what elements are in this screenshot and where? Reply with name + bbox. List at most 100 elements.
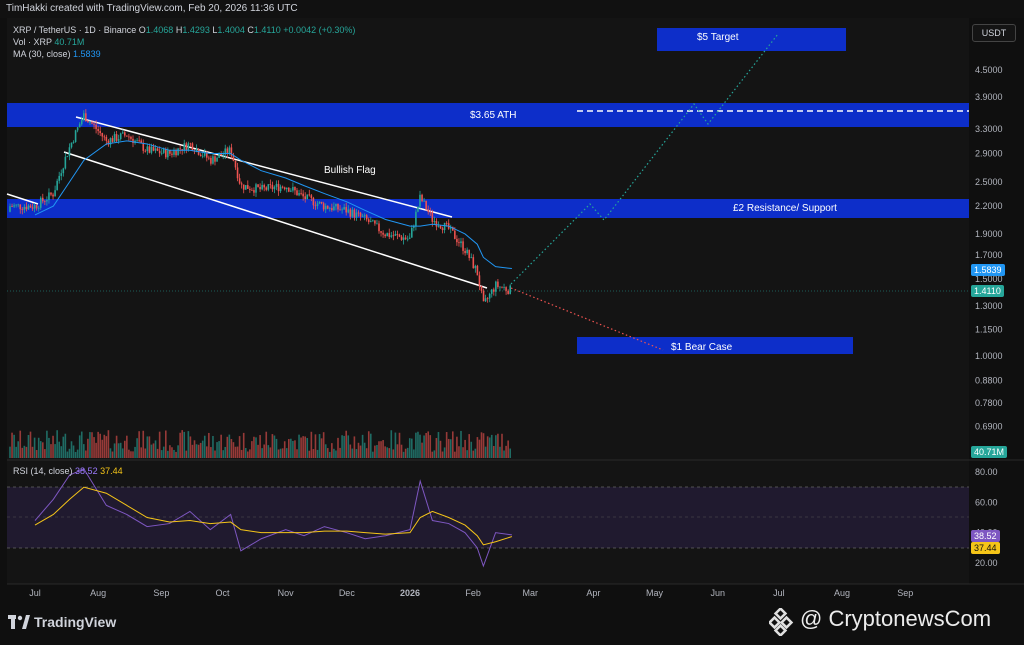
candle-body	[433, 220, 436, 222]
currency-button[interactable]: USDT	[972, 24, 1016, 42]
candle-body	[464, 250, 466, 254]
volume-bar	[240, 449, 243, 458]
volume-bar	[333, 448, 335, 458]
volume-bar	[76, 449, 79, 458]
pre-trendline	[6, 193, 39, 205]
volume-bar	[447, 438, 450, 458]
candle-body	[191, 143, 194, 151]
price-tick-label: 2.5000	[975, 177, 1003, 187]
candle-body	[333, 206, 335, 211]
candle-body	[64, 156, 67, 169]
candle-body	[236, 167, 239, 179]
target-label: $5 Target	[697, 32, 739, 43]
candle-body	[208, 157, 210, 159]
volume-bar	[177, 445, 179, 458]
rsi-tick-label: 60.00	[975, 497, 998, 507]
candle-body	[247, 185, 249, 189]
volume-bar	[353, 436, 356, 458]
price-tick-label: 0.7800	[975, 398, 1003, 408]
candle-body	[15, 204, 17, 206]
volume-bar	[249, 449, 251, 458]
volume-bar	[308, 450, 311, 458]
volume-bar	[216, 442, 218, 458]
volume-bar	[361, 434, 364, 458]
candle-body	[101, 133, 104, 137]
candle-body	[314, 205, 317, 207]
candle-body	[277, 183, 280, 192]
volume-bar	[359, 445, 362, 458]
volume-bar	[400, 444, 403, 458]
candle-body	[468, 249, 470, 258]
volume-bar	[396, 444, 399, 458]
volume-bar	[132, 451, 134, 458]
symbol-legend: XRP / TetherUS · 1D · Binance O1.4068 H1…	[13, 24, 355, 60]
price-tick-label: 0.6900	[975, 422, 1003, 432]
candle-body	[296, 190, 298, 196]
candle-body	[9, 206, 11, 212]
candle-body	[275, 183, 278, 187]
candle-body	[249, 188, 251, 190]
candle-body	[224, 148, 227, 155]
volume-bar	[134, 446, 136, 458]
volume-bar	[62, 436, 65, 458]
candle-body	[206, 151, 208, 158]
volume-bar	[394, 432, 397, 458]
time-tick-label: Aug	[834, 588, 850, 598]
volume-bar	[152, 443, 155, 458]
candle-body	[441, 228, 444, 231]
candle-body	[222, 154, 224, 156]
candle-body	[46, 200, 48, 202]
candle-body	[357, 212, 360, 214]
candle-body	[138, 140, 140, 142]
candle-body	[175, 150, 177, 156]
candle-body	[486, 298, 489, 300]
volume-bar	[474, 448, 477, 458]
candle-body	[439, 225, 442, 229]
candle-body	[484, 298, 487, 302]
volume-bar	[345, 430, 347, 458]
candle-body	[169, 150, 171, 154]
volume-bar	[218, 441, 220, 458]
volume-bar	[54, 444, 56, 458]
ma-value: 1.5839	[73, 49, 101, 59]
volume-bar	[203, 435, 206, 458]
chart-svg[interactable]: $5 Target $3.65 ATH £2 Resistance/ Suppo…	[0, 0, 1024, 600]
candle-body	[339, 209, 341, 211]
volume-bar	[384, 446, 386, 458]
volume-bar	[318, 434, 321, 458]
candle-body	[470, 257, 473, 258]
candle-body	[187, 143, 190, 151]
volume-bar	[443, 447, 446, 458]
volume-bar	[386, 447, 388, 458]
volume-bar	[314, 434, 317, 458]
candle-body	[423, 200, 425, 202]
candle-body	[103, 136, 106, 138]
time-tick-label: Feb	[465, 588, 481, 598]
volume-bar	[470, 441, 473, 458]
volume-bar	[195, 444, 198, 458]
volume-bar	[365, 448, 368, 458]
volume-bar	[232, 442, 235, 458]
volume-bar	[85, 450, 87, 458]
candle-body	[279, 186, 282, 192]
candle-body	[361, 216, 364, 218]
time-tick-label: 2026	[400, 588, 420, 598]
volume-bar	[66, 451, 69, 458]
flag-upper-line	[75, 116, 453, 218]
candle-body	[142, 142, 145, 151]
volume-bar	[427, 431, 429, 458]
volume-bar	[208, 432, 210, 458]
candle-body	[263, 184, 265, 188]
tradingview-brand: TradingView	[34, 614, 117, 630]
candle-body	[271, 184, 274, 190]
volume-bar	[11, 432, 13, 458]
volume-bar	[296, 449, 298, 458]
candle-body	[91, 122, 93, 124]
volume-bar	[189, 436, 192, 458]
volume-bar	[46, 430, 48, 458]
volume-bar	[158, 431, 161, 458]
volume-bar	[329, 451, 331, 458]
price-badge: 1.4110	[971, 285, 1004, 297]
volume-bar	[363, 442, 366, 458]
candle-body	[228, 147, 231, 154]
